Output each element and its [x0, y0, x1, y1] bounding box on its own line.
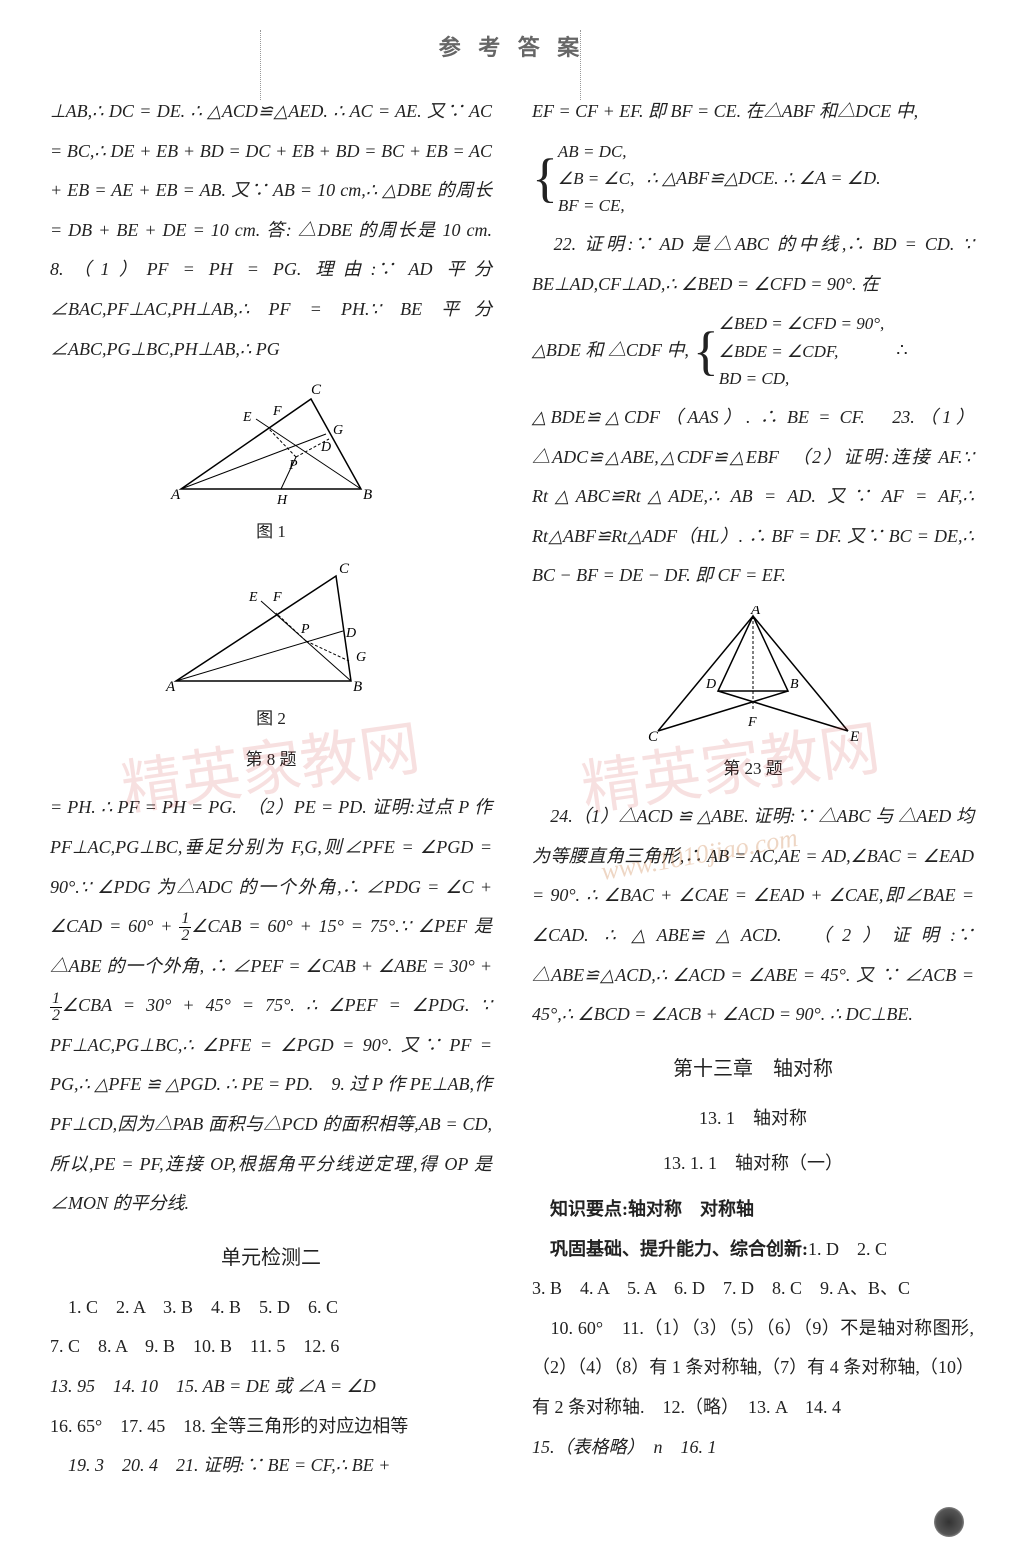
left-brace-1: {: [532, 151, 558, 205]
svg-text:C: C: [311, 382, 322, 398]
fig1-caption: 图 1: [50, 513, 492, 550]
svg-text:C: C: [648, 729, 659, 745]
two-column-layout: ⊥AB,∴ DC = DE. ∴ △ACD≌△AED. ∴ AC = AE. 又…: [50, 92, 974, 1486]
triangle-fig23-svg: A D B C E F: [638, 606, 868, 746]
knowledge-text: 知识要点:轴对称 对称轴: [550, 1199, 754, 1219]
svg-text:F: F: [272, 590, 282, 605]
fig2-caption: 图 2: [50, 700, 492, 737]
left-paragraph-2: = PH. ∴ PF = PH = PG. （2）PE = PD. 证明:过点 …: [50, 788, 492, 1224]
svg-text:G: G: [333, 423, 343, 438]
left-brace-2: {: [693, 324, 719, 378]
svg-text:D: D: [320, 440, 331, 455]
triangle-fig2-svg: A B C E F P D G: [161, 561, 381, 696]
fig8-title: 第 8 题: [50, 741, 492, 778]
figure-2: A B C E F P D G 图 2 第 8 题: [50, 561, 492, 779]
right-p4: 24.（1）△ACD ≌ △ABE. 证明:∵ △ABC 与 △AED 均为等腰…: [532, 797, 974, 1035]
svg-text:B: B: [363, 487, 372, 503]
right-p2: 22. 证明:∵ AD 是△ABC 的中线,∴ BD = CD. ∵ BE⊥AD…: [532, 225, 974, 304]
svg-text:E: E: [849, 729, 859, 745]
section-13-1-title: 13. 1 轴对称: [532, 1099, 974, 1139]
fig23-caption: 第 23 题: [532, 750, 974, 787]
svg-text:H: H: [276, 493, 288, 508]
svg-text:E: E: [242, 410, 252, 425]
knowledge-points: 知识要点:轴对称 对称轴: [532, 1190, 974, 1230]
ch13-ans-line2: 3. B 4. A 5. A 6. D 7. D 8. C 9. A、B、C: [532, 1269, 974, 1309]
brace2-content: ∠BED = ∠CFD = 90°, ∠BDE = ∠CDF, BD = CD,: [719, 310, 885, 392]
left-p2c: ∠CBA = 30° + 45° = 75°. ∴ ∠PEF = ∠PDG. ∵…: [50, 995, 492, 1213]
unit-test-2-title: 单元检测二: [50, 1236, 492, 1280]
brace1-l3: BF = CE,: [558, 196, 625, 215]
brace1-after: ∴ △ABF≌△DCE. ∴ ∠A = ∠D.: [646, 159, 880, 199]
svg-text:D: D: [705, 677, 716, 692]
brace1-content: AB = DC, ∠B = ∠C, BF = CE,: [558, 138, 634, 220]
figure-23: A D B C E F 第 23 题: [532, 606, 974, 787]
right-column: EF = CF + EF. 即 BF = CE. 在△ABF 和△DCE 中, …: [532, 92, 974, 1486]
svg-text:E: E: [248, 590, 258, 605]
brace2-before: △BDE 和 △CDF 中,: [532, 331, 689, 371]
svg-text:A: A: [170, 487, 181, 503]
ch13-ans1: 1. D 2. C: [808, 1239, 887, 1259]
svg-text:C: C: [339, 561, 350, 577]
unit2-ans-line5: 19. 3 20. 4 21. 证明:∵ BE = CF,∴ BE +: [50, 1446, 492, 1486]
fraction-half-1: 12: [179, 911, 191, 944]
svg-text:A: A: [165, 679, 176, 695]
practice-line: 巩固基础、提升能力、综合创新:1. D 2. C: [532, 1230, 974, 1270]
page-container: 参 考 答 案 ⊥AB,∴ DC = DE. ∴ △ACD≌△AED. ∴ AC…: [0, 0, 1024, 1526]
brace2-l1: ∠BED = ∠CFD = 90°,: [719, 314, 885, 333]
brace-block-2: △BDE 和 △CDF 中, { ∠BED = ∠CFD = 90°, ∠BDE…: [532, 310, 974, 392]
unit2-ans-line4: 16. 65° 17. 45 18. 全等三角形的对应边相等: [50, 1407, 492, 1447]
page-corner-dot: [934, 1507, 964, 1537]
header-divider-right: [580, 30, 581, 100]
unit2-ans-line1: 1. C 2. A 3. B 4. B 5. D 6. C: [50, 1288, 492, 1328]
svg-text:D: D: [345, 626, 356, 641]
svg-text:A: A: [750, 606, 761, 618]
brace-block-1: { AB = DC, ∠B = ∠C, BF = CE, ∴ △ABF≌△DCE…: [532, 138, 974, 220]
svg-text:P: P: [300, 622, 310, 637]
brace2-l3: BD = CD,: [719, 369, 790, 388]
fraction-half-2: 12: [50, 991, 62, 1024]
brace2-l2: ∠BDE = ∠CDF,: [719, 342, 839, 361]
brace1-l1: AB = DC,: [558, 142, 627, 161]
right-p3: △BDE≌△CDF（AAS）. ∴ BE = CF. 23.（1）△ADC≌△A…: [532, 398, 974, 596]
left-paragraph-1: ⊥AB,∴ DC = DE. ∴ △ACD≌△AED. ∴ AC = AE. 又…: [50, 92, 492, 369]
ch13-ans-line4: 15.（表格略） n 16. 1: [532, 1428, 974, 1468]
ch13-ans-line3: 10. 60° 11.（1）（3）（5）（6）（9）不是轴对称图形,（2）（4）…: [532, 1309, 974, 1428]
left-column: ⊥AB,∴ DC = DE. ∴ △ACD≌△AED. ∴ AC = AE. 又…: [50, 92, 492, 1486]
figure-1: A B C E F G D P H 图 1: [50, 379, 492, 550]
svg-text:B: B: [353, 679, 362, 695]
unit2-ans-line3: 13. 95 14. 10 15. AB = DE 或 ∠A = ∠D: [50, 1367, 492, 1407]
svg-text:P: P: [288, 458, 298, 473]
svg-text:B: B: [790, 677, 799, 692]
subsection-13-1-1-title: 13. 1. 1 轴对称（一）: [532, 1144, 974, 1184]
page-header: 参 考 答 案: [50, 30, 974, 62]
header-divider-left: [260, 30, 261, 100]
svg-text:F: F: [272, 404, 282, 419]
triangle-fig1-svg: A B C E F G D P H: [161, 379, 381, 509]
brace1-l2: ∠B = ∠C,: [558, 169, 634, 188]
practice-label: 巩固基础、提升能力、综合创新:: [550, 1239, 808, 1259]
right-p1: EF = CF + EF. 即 BF = CE. 在△ABF 和△DCE 中,: [532, 92, 974, 132]
unit2-ans-line2: 7. C 8. A 9. B 10. B 11. 5 12. 6: [50, 1327, 492, 1367]
svg-text:G: G: [356, 650, 366, 665]
brace2-after: ∴: [896, 331, 907, 371]
chapter-13-title: 第十三章 轴对称: [532, 1047, 974, 1091]
svg-text:F: F: [747, 715, 757, 730]
